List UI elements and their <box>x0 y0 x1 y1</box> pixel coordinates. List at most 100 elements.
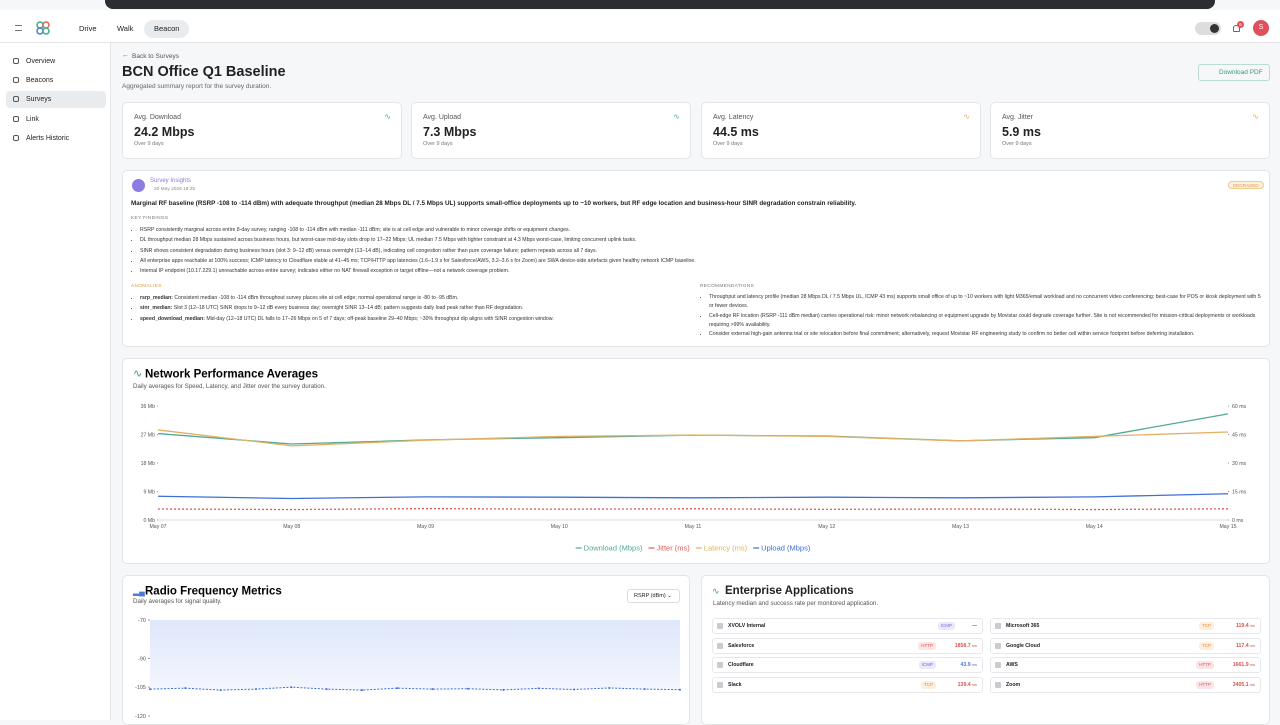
topbar <box>0 10 1280 43</box>
bell[interactable] <box>1233 25 1240 32</box>
x-tick-label: May 12 <box>818 524 835 530</box>
stat-note: Over 9 days <box>423 141 453 147</box>
apps-icon: ∿ <box>712 586 720 596</box>
app-row: AWS HTTP 1661.9ms <box>990 657 1261 673</box>
legend-label: Download (Mbps) <box>584 544 643 553</box>
anomaly: rsrp_median: Consistent median -108 to -… <box>140 293 693 303</box>
y2-tick-label: 0 ms <box>1232 518 1244 524</box>
download-button[interactable]: Download PDF <box>1198 64 1270 81</box>
anomaly-text: Slot 3 (12–18 UTC) SINR drops to 9–12 dB… <box>173 305 524 312</box>
stat-icon: ∿ <box>384 112 391 121</box>
stat-card: Avg. Download 24.2 Mbps Over 9 days ∿ <box>122 102 402 159</box>
legend-item: Download (Mbps) <box>575 544 643 553</box>
findings-title: KEY FINDINGS <box>131 216 169 221</box>
app-latency-value: 1661.9 <box>1232 662 1249 668</box>
avatar[interactable]: S <box>1253 20 1269 36</box>
app-protocol: HTTP <box>1196 680 1214 689</box>
app-latency-unit: ms <box>971 662 977 667</box>
download-label: Download PDF <box>1219 69 1263 76</box>
stat-icon: ∿ <box>1252 112 1259 121</box>
sidebar-item[interactable]: Overview <box>6 53 106 70</box>
stat-value: 7.3 Mbps <box>423 125 477 139</box>
app-name: Microsoft 365 <box>1006 623 1040 629</box>
chart-icon: ▂▄ <box>132 587 145 597</box>
y-tick-label: -70 <box>138 618 146 624</box>
x-tick-label: May 08 <box>283 524 300 530</box>
x-tick-label: May 07 <box>149 524 166 530</box>
y2-tick-label: 15 ms <box>1232 490 1247 496</box>
app-row: XVOLV Internal ICMP — <box>712 618 983 634</box>
app-latency-value: 117.4 <box>1235 642 1249 649</box>
metric-selector[interactable]: RSRP (dBm) ⌄ <box>627 589 680 603</box>
sidebar-item[interactable]: Link <box>6 111 106 128</box>
series-point <box>679 688 681 691</box>
anomaly-key: sinr_median: <box>140 305 173 312</box>
chart-subtitle: Daily averages for signal quality. <box>133 598 222 605</box>
app-icon <box>717 642 723 649</box>
series-area <box>150 620 680 691</box>
finding: Internal IP endpoint (10.17.229.1) unrea… <box>140 266 1253 276</box>
stat-label: Avg. Latency <box>713 114 754 121</box>
chart-icon: ∿ <box>133 368 142 380</box>
app-row: Google Cloud TCP 117.4ms <box>990 637 1261 654</box>
back-link[interactable]: Back to Surveys <box>132 53 179 60</box>
series-line <box>157 493 1229 500</box>
app-icon <box>995 681 1001 688</box>
network-chart: ∿ Network Performance Averages Daily avera… <box>133 368 1247 553</box>
app-row: Slack TCP 139.4ms <box>712 676 983 693</box>
y-tick-label: -120 <box>135 714 146 720</box>
page-subtitle: Aggregated summary report for the survey… <box>122 83 272 90</box>
app-icon <box>717 681 723 688</box>
series-point <box>361 689 363 692</box>
sidebar-item[interactable]: Beacons <box>6 72 106 89</box>
page-title: BCN Office Q1 Baseline <box>122 64 286 80</box>
recommendation: Consider external high-gain antenna tria… <box>709 330 1262 339</box>
x-tick-label: May 15 <box>1219 524 1236 530</box>
y-tick-label: -90 <box>138 656 146 662</box>
finding: SINR shows consistent degradation during… <box>140 246 1253 256</box>
nav-tab[interactable]: Drive <box>79 24 97 33</box>
y-tick-label: -105 <box>135 685 146 691</box>
app-latency-unit: ms <box>971 681 977 687</box>
app-protocol: TCP <box>921 680 936 689</box>
series-line <box>157 429 1229 447</box>
series-point <box>573 688 575 691</box>
stat-value: 24.2 Mbps <box>134 125 195 139</box>
sidebar-icon <box>13 58 19 64</box>
insights-date: 20 May 2026 18:25 <box>154 187 196 192</box>
series-point <box>537 687 540 690</box>
app-latency-unit: ms <box>971 642 977 648</box>
x-tick-label: May 13 <box>952 524 969 530</box>
theme-toggle[interactable] <box>1195 22 1221 35</box>
stat-icon: ∿ <box>673 112 680 121</box>
y-tick-label: 18 Mb <box>141 461 156 467</box>
app-latency: 117.4ms <box>1236 639 1255 653</box>
stat-note: Over 9 days <box>134 141 164 147</box>
app-protocol: ICMP <box>937 622 955 630</box>
anomaly-text: Mid-day (12–18 UTC) DL falls to 17–26 Mb… <box>206 315 554 322</box>
app-row: Cloudflare ICMP 43.9ms <box>712 657 983 673</box>
sidebar-item[interactable]: Surveys <box>6 91 106 109</box>
stat-note: Over 9 days <box>713 141 743 147</box>
app-protocol: HTTP <box>918 641 936 650</box>
sidebar-item[interactable]: Alerts Historic <box>6 130 106 147</box>
app-row: Microsoft 365 TCP 119.4ms <box>990 618 1261 634</box>
y-tick-label: 0 Mb <box>143 518 155 524</box>
series-point <box>149 688 151 691</box>
apps-subtitle: Latency median and success rate per moni… <box>713 600 879 607</box>
series-point <box>325 688 328 691</box>
stat-icon: ∿ <box>963 112 970 121</box>
stat-label: Avg. Upload <box>423 114 462 121</box>
nav-tab[interactable]: Beacon <box>144 20 190 38</box>
notification-badge: 6 <box>1237 21 1244 28</box>
menu-icon[interactable] <box>15 25 22 31</box>
app-latency-value: 119.4 <box>1235 623 1249 629</box>
anomaly-text: Consistent median -108 to -114 dBm throu… <box>174 295 459 301</box>
logo <box>36 21 50 35</box>
finding: DL throughput median 28 Mbps sustained a… <box>140 235 1253 245</box>
series-point <box>255 688 257 691</box>
finding: All enterprise apps reachable at 100% su… <box>140 256 1253 266</box>
nav-tab[interactable]: Walk <box>117 24 134 33</box>
x-tick-label: May 09 <box>417 524 434 530</box>
anomalies-title: ANOMALIES <box>131 284 162 289</box>
